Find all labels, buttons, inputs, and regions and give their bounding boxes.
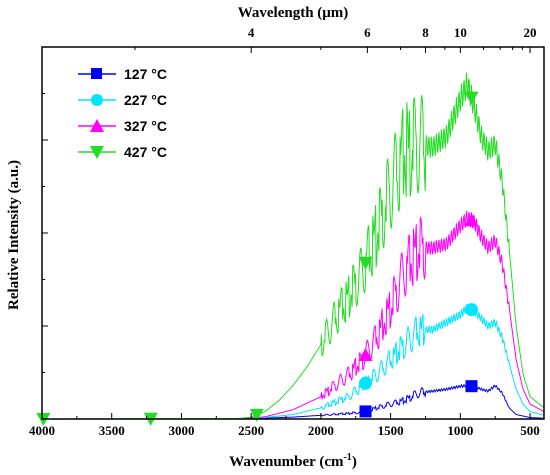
top-tick-label-20: 20 [524, 25, 537, 40]
x-axis-title-base: Wavenumber (cm [229, 454, 344, 470]
x-tick-label-2000: 2000 [308, 423, 334, 438]
legend: 127 °C 227 °C 327 °C 427 °C [78, 66, 167, 160]
x-axis-title-end: ) [352, 454, 357, 470]
series-marker-2-0 [358, 348, 373, 362]
x-tick-label-3000: 3000 [168, 423, 194, 438]
series-marker-3-4 [464, 91, 479, 105]
x-axis-title: Wavenumber (cm-1) [229, 452, 357, 470]
legend-marker-327 [90, 119, 104, 132]
x-tick-label-500: 500 [520, 423, 540, 438]
x-tick-label-4000: 4000 [29, 423, 55, 438]
legend-label-227: 227 °C [124, 92, 167, 108]
legend-label-127: 127 °C [124, 66, 167, 82]
legend-marker-427 [90, 146, 104, 159]
y-axis-title: Relative Intensity (a.u.) [6, 160, 22, 310]
legend-label-327: 327 °C [124, 118, 167, 134]
series-marker-0-0 [359, 405, 372, 418]
series-marker-1-0 [359, 376, 373, 390]
legend-entry-427: 427 °C [78, 144, 167, 160]
series-marker-3-2 [249, 408, 264, 422]
ticks-layer: 4000 3500 3000 2500 2000 1500 1000 500 4 6 8 10 20 [29, 25, 545, 438]
legend-marker-127 [91, 68, 102, 79]
series-marker-2-1 [464, 213, 479, 227]
x-tick-label-2500: 2500 [238, 423, 264, 438]
legend-entry-127: 127 °C [78, 66, 167, 82]
x-tick-label-1000: 1000 [447, 423, 473, 438]
x-tick-label-1500: 1500 [378, 423, 404, 438]
top-tick-label-8: 8 [422, 25, 429, 40]
top-tick-label-6: 6 [364, 25, 371, 40]
x-tick-label-3500: 3500 [99, 423, 125, 438]
legend-entry-227: 227 °C [78, 92, 167, 108]
legend-label-427: 427 °C [124, 144, 167, 160]
series-marker-3-3 [358, 256, 373, 270]
top-axis-title: Wavelength (μm) [238, 5, 349, 21]
plot-frame [41, 46, 545, 420]
series-marker-1-1 [464, 303, 478, 317]
legend-marker-227 [91, 94, 103, 106]
top-tick-label-10: 10 [454, 25, 467, 40]
series-marker-0-1 [465, 380, 478, 393]
legend-entry-327: 327 °C [78, 118, 167, 134]
series-line-1 [42, 303, 545, 420]
top-tick-label-4: 4 [248, 25, 255, 40]
series-line-3 [42, 72, 545, 420]
x-axis-title-superscript: -1 [343, 452, 351, 463]
